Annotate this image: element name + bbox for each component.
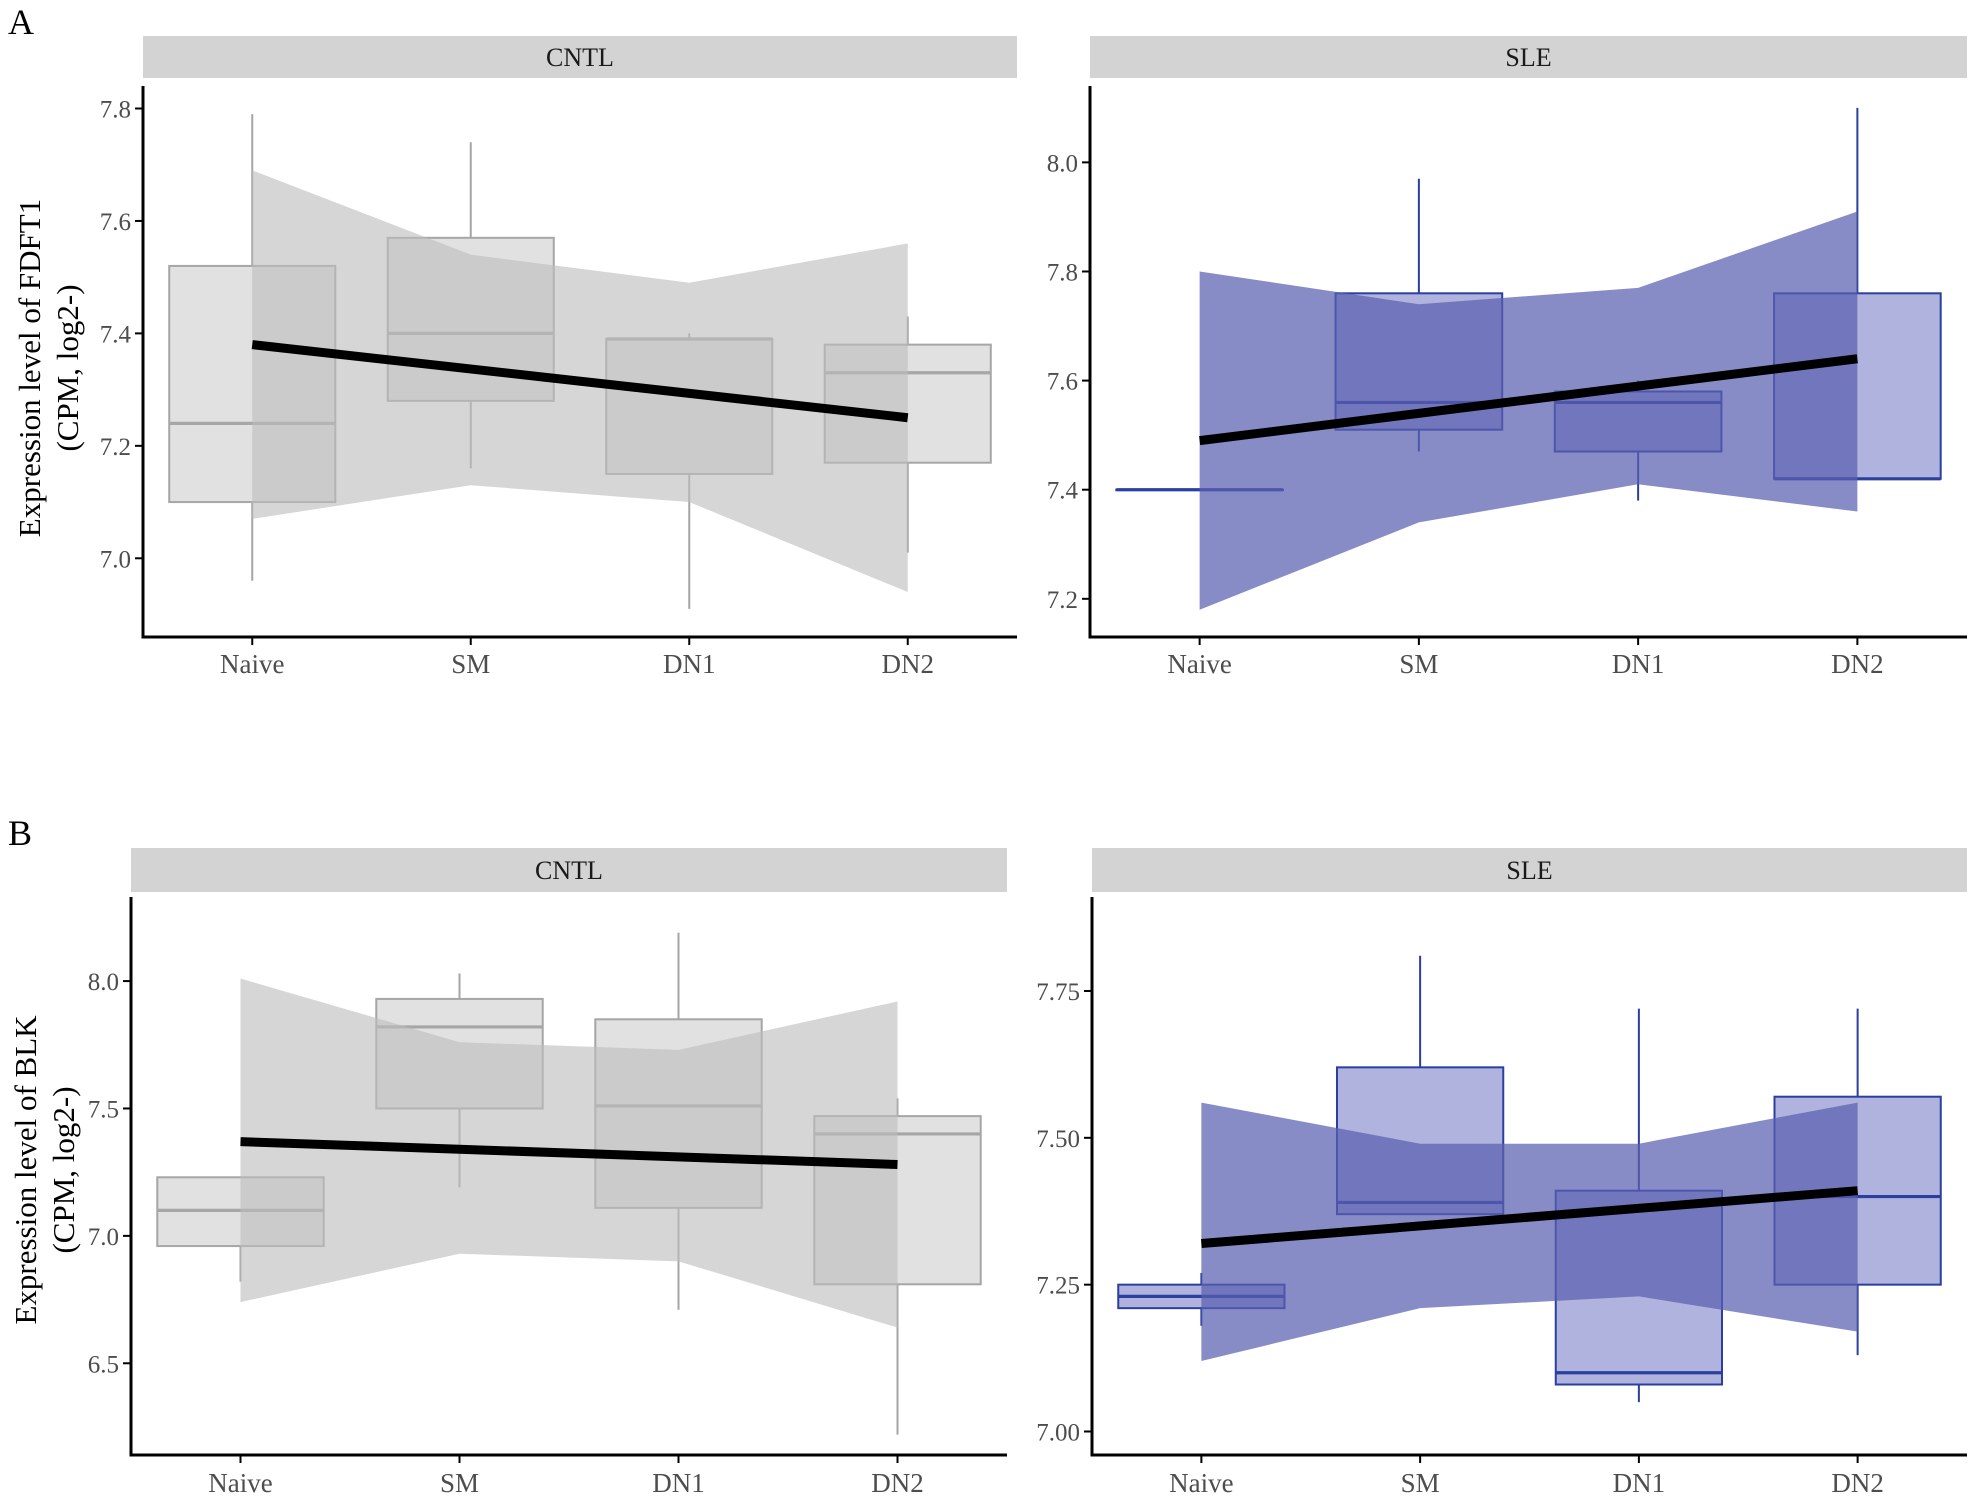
a-sle-x-tick-label-sm: SM [1399, 649, 1438, 679]
a-sle-x-tick-label-dn1: DN1 [1612, 649, 1665, 679]
b-sle-y-tick-label-1: 7.00 [1036, 1420, 1080, 1447]
a-sle-trend-line [1199, 354, 1858, 446]
a-cntl-x-tick-label-sm: SM [451, 649, 490, 679]
b-sle-x-tick-label-sm: SM [1401, 1468, 1440, 1497]
a-sle-y-tick-label-1: 7.2 [1047, 587, 1078, 614]
a-sle-y-tick-label-3: 7.6 [1047, 369, 1078, 396]
a-cntl-y-tick-label-4: 7.6 [100, 209, 131, 236]
a-sle-y-tick-label-2: 7.4 [1047, 478, 1079, 505]
a-sle-x-tick-label-naive: Naive [1167, 649, 1231, 679]
b-sle-x-tick-label-dn1: DN1 [1613, 1468, 1666, 1497]
panel-b-cntl: CNTL 6.5 7.0 7.5 8.0 Naive SM DN1 DN2 [88, 848, 1007, 1497]
a-cntl-y-tick-label-2: 7.2 [100, 434, 131, 461]
b-cntl-y-tick-label-4: 8.0 [88, 969, 119, 996]
a-cntl-x-tick-label-dn2: DN2 [882, 649, 935, 679]
b-sle-y-tick-label-4: 7.75 [1036, 979, 1080, 1006]
a-sle-strip-label: SLE [1505, 43, 1551, 72]
b-cntl-x-tick-label-dn1: DN1 [652, 1468, 705, 1497]
b-cntl-x-tick-label-naive: Naive [208, 1468, 272, 1497]
b-sle-y-tick-label-3: 7.50 [1036, 1126, 1080, 1153]
b-sle-y-tick-label-2: 7.25 [1036, 1273, 1080, 1300]
panel-b-sle: SLE 7.00 7.25 7.50 7.75 Naive SM DN1 DN2 [1036, 848, 1967, 1497]
b-cntl-strip [131, 848, 1007, 892]
b-sle-strip-label: SLE [1506, 856, 1552, 885]
y-axis-title-b-line1: Expression level of BLK [8, 1015, 43, 1325]
b-cntl-trend-line [240, 1137, 898, 1170]
y-axis-title-a-line2: (CPM, log2-) [50, 284, 85, 451]
b-sle-x-tick-label-dn2: DN2 [1831, 1468, 1884, 1497]
b-sle-strip [1092, 848, 1967, 892]
b-cntl-y-tick-label-2: 7.0 [88, 1224, 119, 1251]
a-cntl-strip-label: CNTL [546, 43, 614, 72]
y-axis-title-a-line1: Expression level of FDFT1 [12, 199, 47, 537]
y-axis-title-b-line2: (CPM, log2-) [46, 1086, 81, 1253]
a-sle-y-tick-label-5: 8.0 [1047, 150, 1078, 177]
panel-a-cntl: CNTL 7.0 7.2 7.4 7.6 7.8 Naive SM DN1 DN2 [100, 36, 1017, 679]
a-cntl-x-tick-label-naive: Naive [220, 649, 284, 679]
y-axis-title-a: Expression level of FDFT1 (CPM, log2-) [12, 199, 85, 537]
a-cntl-y-tick-label-5: 7.8 [100, 96, 131, 123]
b-cntl-x-tick-label-dn2: DN2 [871, 1468, 924, 1497]
b-cntl-x-tick-label-sm: SM [440, 1468, 479, 1497]
a-cntl-y-tick-label-3: 7.4 [100, 321, 132, 348]
b-cntl-y-tick-label-3: 7.5 [88, 1096, 119, 1123]
b-cntl-strip-label: CNTL [535, 856, 603, 885]
panel-label-a: A [8, 2, 34, 42]
b-sle-x-tick-label-naive: Naive [1169, 1468, 1233, 1497]
b-sle-ribbon [1201, 1102, 1858, 1362]
a-sle-ribbon [1199, 211, 1858, 610]
a-sle-x-tick-label-dn2: DN2 [1831, 649, 1884, 679]
a-cntl-strip [143, 36, 1017, 78]
a-cntl-y-tick-label-1: 7.0 [100, 546, 131, 573]
a-sle-strip [1090, 36, 1967, 78]
y-axis-title-b: Expression level of BLK (CPM, log2-) [8, 1015, 81, 1325]
a-cntl-x-tick-label-dn1: DN1 [663, 649, 716, 679]
panel-a-sle: SLE 7.2 7.4 7.6 7.8 8.0 Naive SM DN1 DN2 [1047, 36, 1967, 679]
panel-label-b: B [8, 813, 32, 853]
a-sle-y-tick-label-4: 7.8 [1047, 259, 1078, 286]
a-cntl-trend-line [251, 340, 909, 423]
b-sle-trend-line [1201, 1186, 1858, 1249]
b-cntl-y-tick-label-1: 6.5 [88, 1351, 119, 1378]
